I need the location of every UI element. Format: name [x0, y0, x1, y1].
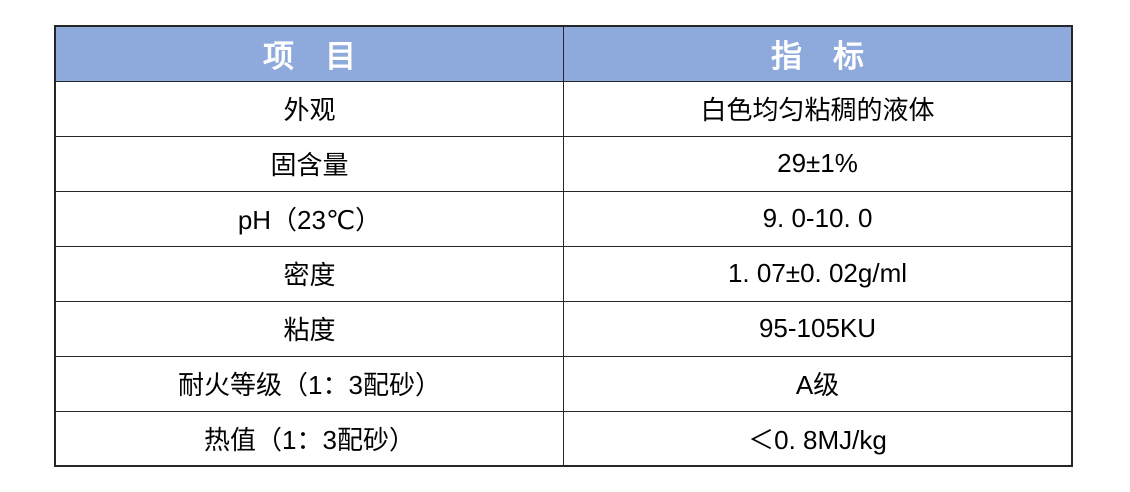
- item-cell: 密度: [54, 245, 564, 302]
- item-cell: 耐火等级（1：3配砂）: [54, 355, 564, 412]
- spec-table: 项 目 指 标 外观 白色均匀粘稠的液体 固含量 29±1% pH（23℃） 9…: [54, 25, 1073, 467]
- table-row: 外观 白色均匀粘稠的液体: [54, 80, 1073, 137]
- table-row: 耐火等级（1：3配砂） A级: [54, 355, 1073, 412]
- item-cell: 外观: [54, 80, 564, 137]
- table-row: 粘度 95-105KU: [54, 300, 1073, 357]
- table-row: 固含量 29±1%: [54, 135, 1073, 192]
- table-row: pH（23℃） 9. 0-10. 0: [54, 190, 1073, 247]
- table-row: 密度 1. 07±0. 02g/ml: [54, 245, 1073, 302]
- header-cell-indicator: 指 标: [563, 25, 1073, 82]
- value-cell: 9. 0-10. 0: [563, 190, 1073, 247]
- value-cell: 95-105KU: [563, 300, 1073, 357]
- value-cell: 1. 07±0. 02g/ml: [563, 245, 1073, 302]
- header-cell-item: 项 目: [54, 25, 564, 82]
- item-cell: pH（23℃）: [54, 190, 564, 247]
- value-cell: 白色均匀粘稠的液体: [563, 80, 1073, 137]
- header-row: 项 目 指 标: [54, 25, 1073, 82]
- value-cell: 29±1%: [563, 135, 1073, 192]
- value-cell: A级: [563, 355, 1073, 412]
- table-row: 热值（1：3配砂） ＜0. 8MJ/kg: [54, 410, 1073, 467]
- value-cell: ＜0. 8MJ/kg: [563, 410, 1073, 467]
- item-cell: 固含量: [54, 135, 564, 192]
- item-cell: 粘度: [54, 300, 564, 357]
- item-cell: 热值（1：3配砂）: [54, 410, 564, 467]
